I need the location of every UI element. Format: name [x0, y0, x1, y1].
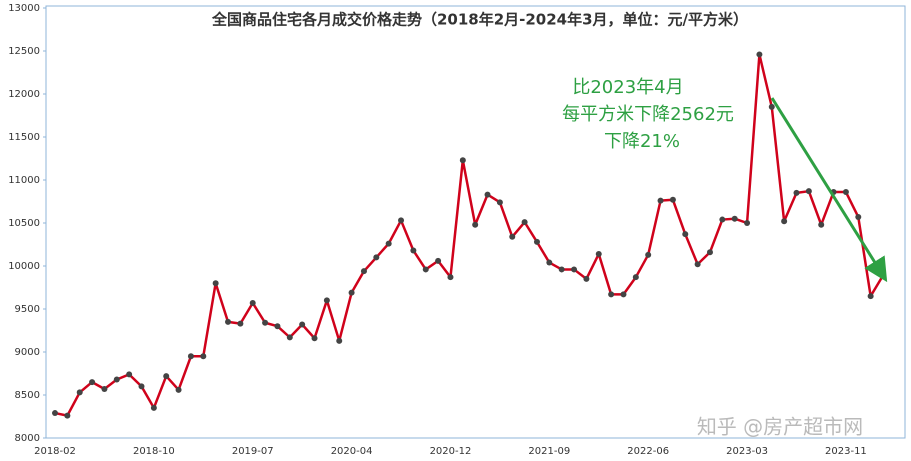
point — [583, 275, 590, 282]
y-tick-label: 13000 — [8, 3, 40, 14]
point — [867, 293, 874, 300]
chart-title: 全国商品住宅各月成交价格走势（2018年2月-2024年3月，单位：元/平方米） — [211, 11, 748, 29]
point — [768, 103, 775, 110]
point — [818, 221, 825, 228]
point — [793, 189, 800, 196]
point — [249, 299, 256, 306]
point — [632, 274, 639, 281]
annotation-line: 比2023年4月 — [572, 77, 683, 98]
point — [237, 320, 244, 327]
plot-border — [45, 5, 906, 439]
x-tick-label: 2022-06 — [627, 446, 669, 457]
point — [323, 297, 330, 304]
point — [398, 217, 405, 224]
point — [163, 373, 170, 380]
y-tick-label: 9000 — [15, 347, 40, 358]
point — [299, 321, 306, 328]
x-tick-label: 2020-04 — [331, 446, 373, 457]
point — [472, 221, 479, 228]
point — [360, 268, 367, 275]
point — [89, 379, 96, 386]
y-tick-label: 9500 — [15, 304, 40, 315]
point — [645, 251, 652, 258]
point — [731, 215, 738, 222]
point — [262, 319, 269, 326]
point — [113, 376, 120, 383]
point — [101, 385, 108, 392]
annotation-line: 下降21% — [604, 131, 680, 152]
point — [509, 233, 516, 240]
point — [212, 280, 219, 287]
point — [546, 259, 553, 266]
point — [706, 249, 713, 256]
y-tick-label: 11500 — [8, 132, 40, 143]
y-tick-label: 11000 — [8, 175, 40, 186]
point — [126, 371, 133, 378]
line — [54, 53, 885, 417]
point — [459, 157, 466, 164]
point — [595, 250, 602, 257]
point — [64, 412, 71, 419]
x-tick-label: 2023-03 — [726, 446, 768, 457]
point — [385, 240, 392, 247]
point — [373, 254, 380, 261]
trend-arrow — [770, 97, 888, 283]
point — [150, 404, 157, 411]
point — [756, 51, 763, 58]
watermark: 知乎 @房产超市网 — [697, 415, 863, 439]
y-tick-label: 8000 — [15, 433, 40, 444]
point — [435, 257, 442, 264]
x-tick-label: 2020-12 — [430, 446, 472, 457]
point — [744, 220, 751, 226]
point — [138, 383, 145, 390]
x-tick-label: 2023-11 — [825, 446, 867, 457]
point — [348, 289, 355, 296]
point — [571, 266, 578, 273]
point — [682, 231, 689, 238]
x-tick-label: 2019-07 — [232, 446, 274, 457]
point — [484, 191, 491, 198]
point — [422, 266, 429, 273]
point — [669, 196, 676, 203]
point — [855, 213, 862, 220]
x-tick-label: 2021-09 — [528, 446, 570, 457]
point — [336, 337, 343, 344]
point — [286, 334, 293, 341]
point — [311, 335, 318, 342]
y-tick-label: 8500 — [15, 390, 40, 401]
y-tick-label: 12500 — [8, 46, 40, 57]
point — [76, 389, 83, 396]
point — [447, 274, 454, 281]
point — [225, 318, 232, 325]
y-tick-label: 10000 — [8, 261, 40, 272]
point — [608, 291, 615, 298]
point — [781, 218, 788, 225]
point — [410, 247, 417, 254]
point — [533, 238, 540, 245]
point — [842, 189, 849, 196]
point — [52, 410, 58, 417]
point — [200, 353, 207, 360]
y-tick-label: 10500 — [8, 218, 40, 229]
point — [620, 291, 627, 298]
point — [694, 261, 701, 268]
point — [558, 266, 565, 273]
point — [274, 323, 281, 330]
y-tick-label: 12000 — [8, 89, 40, 100]
x-tick-label: 2018-02 — [34, 446, 76, 457]
point — [175, 386, 182, 393]
annotation-line: 每平方米下降2562元 — [562, 104, 734, 125]
point — [521, 219, 528, 226]
point — [657, 197, 664, 204]
point — [719, 216, 726, 223]
point — [805, 188, 812, 195]
x-tick-label: 2018-10 — [133, 446, 175, 457]
annotation: 比2023年4月 每平方米下降2562元 下降21% — [562, 77, 734, 152]
point — [187, 353, 194, 360]
point — [496, 199, 503, 206]
